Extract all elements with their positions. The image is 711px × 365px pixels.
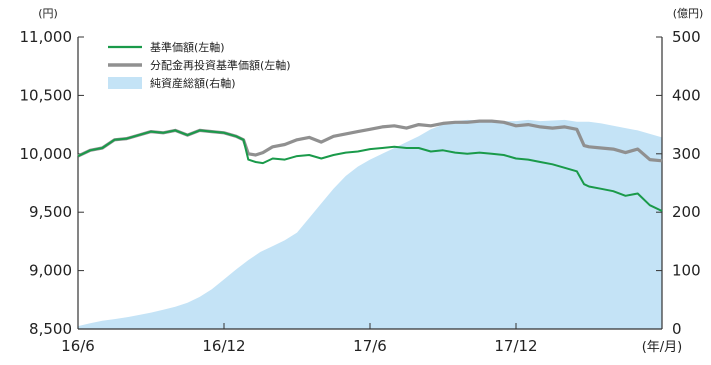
right-tick-label: 0 [672,320,682,338]
series-area-2 [78,119,662,330]
legend-swatch-2 [108,77,142,89]
left-tick-label: 10,000 [20,145,73,163]
x-tick-label: 16/6 [61,337,95,355]
left-tick-label: 9,500 [29,203,72,221]
x-tick-label: 17/12 [494,337,537,355]
axis-labels: 8,500 9,000 9,500 10,000 10,500 11,000 0 100 200… [20,7,704,355]
area-layer [78,119,662,330]
left-tick-label: 8,500 [29,320,72,338]
left-tick-label: 11,000 [20,28,73,46]
right-tick-label: 200 [672,203,701,221]
left-tick-label: 9,000 [29,262,72,280]
legend-label-0: 基準価額(左軸) [150,40,225,54]
x-tick-label: 17/6 [353,337,387,355]
line-layer [77,119,663,212]
right-tick-label: 500 [672,28,701,46]
right-unit-label: (億円) [673,7,704,20]
legend-label-1: 分配金再投資基準価額(左軸) [150,58,291,72]
axis-layer [77,36,663,330]
series-line-0 [77,129,663,212]
left-unit-label: (円) [38,7,58,20]
right-tick-label: 300 [672,145,701,163]
x-tick-label: 16/12 [202,337,245,355]
right-tick-label: 400 [672,86,701,104]
left-tick-label: 10,500 [20,86,73,104]
right-tick-label: 100 [672,262,701,280]
legend: 基準価額(左軸) 分配金再投資基準価額(左軸) 純資産総額(右軸) [108,40,291,90]
x-unit-label: (年/月) [642,340,683,355]
legend-label-2: 純資産総額(右軸) [150,76,236,90]
